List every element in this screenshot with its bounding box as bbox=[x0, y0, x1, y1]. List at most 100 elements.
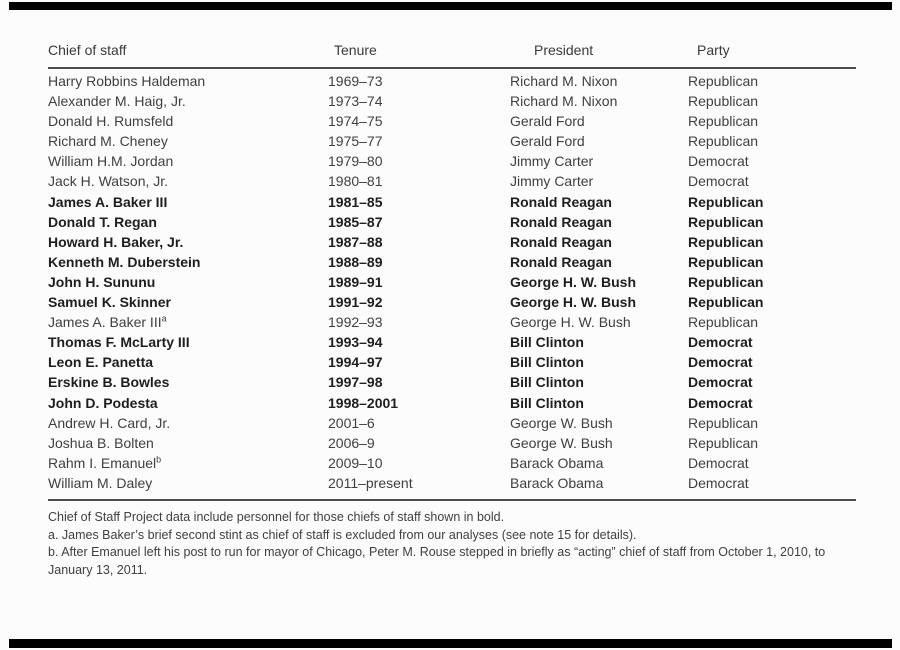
tenure-cell: 2009–10 bbox=[328, 454, 383, 471]
table-header-row: Chief of staff Tenure President Party bbox=[48, 40, 856, 60]
tenure-cell: 2001–6 bbox=[328, 414, 375, 431]
chief-name: William H.M. Jordan bbox=[48, 153, 174, 170]
bottom-black-bar bbox=[9, 639, 892, 648]
chief-of-staff-cell: Jack H. Watson, Jr. bbox=[48, 171, 328, 191]
party-cell: Republican bbox=[688, 193, 764, 210]
party-cell: Democrat bbox=[688, 374, 753, 391]
president-cell: Barack Obama bbox=[510, 474, 604, 491]
table-row: Leon E. Panetta 1994–97 Bill Clinton Dem… bbox=[48, 352, 856, 372]
chief-name: Donald T. Regan bbox=[48, 213, 157, 230]
president-cell: George H. W. Bush bbox=[510, 273, 637, 290]
chief-of-staff-cell: Andrew H. Card, Jr. bbox=[48, 413, 328, 433]
table-row: John H. Sununu 1989–91 George H. W. Bush… bbox=[48, 272, 856, 292]
chief-of-staff-cell: Richard M. Cheney bbox=[48, 131, 328, 151]
president-cell: George W. Bush bbox=[510, 434, 613, 451]
president-cell: George W. Bush bbox=[510, 414, 613, 431]
table-row: Rahm I. Emanuelb 2009–10 Barack Obama De… bbox=[48, 453, 856, 473]
tenure-cell: 1980–81 bbox=[328, 173, 383, 190]
tenure-cell: 1975–77 bbox=[328, 133, 383, 150]
chief-of-staff-cell: William H.M. Jordan bbox=[48, 151, 328, 171]
table-row: Richard M. Cheney 1975–77 Gerald Ford Re… bbox=[48, 131, 856, 151]
party-cell: Democrat bbox=[688, 454, 749, 471]
tenure-cell: 1992–93 bbox=[328, 314, 383, 331]
party-cell: Democrat bbox=[688, 334, 753, 351]
chief-name: John D. Podesta bbox=[48, 394, 158, 411]
tenure-cell: 1974–75 bbox=[328, 113, 383, 130]
chiefs-of-staff-table: Chief of staff Tenure President Party Ha… bbox=[48, 40, 856, 501]
column-header-chief-of-staff: Chief of staff bbox=[48, 42, 127, 58]
superscript-note-marker: b bbox=[156, 454, 162, 465]
party-cell: Republican bbox=[688, 73, 759, 89]
president-cell: Bill Clinton bbox=[510, 374, 584, 391]
chief-of-staff-cell: Erskine B. Bowles bbox=[48, 372, 328, 392]
president-cell: Gerald Ford bbox=[510, 113, 585, 130]
table-row: James A. Baker IIIa 1992–93 George H. W.… bbox=[48, 312, 856, 332]
president-cell: Ronald Reagan bbox=[510, 193, 612, 210]
president-cell: George H. W. Bush bbox=[510, 314, 631, 331]
party-cell: Democrat bbox=[688, 394, 753, 411]
table-row: Joshua B. Bolten 2006–9 George W. Bush R… bbox=[48, 433, 856, 453]
chief-name: Rahm I. Emanuel bbox=[48, 454, 157, 471]
president-cell: Gerald Ford bbox=[510, 133, 585, 150]
table-body: Harry Robbins Haldeman 1969–73 Richard M… bbox=[48, 71, 856, 493]
tenure-cell: 2006–9 bbox=[328, 434, 375, 451]
party-cell: Democrat bbox=[688, 153, 749, 170]
president-cell: Jimmy Carter bbox=[510, 153, 594, 170]
table-row: Harry Robbins Haldeman 1969–73 Richard M… bbox=[48, 71, 856, 91]
chief-of-staff-cell: Alexander M. Haig, Jr. bbox=[48, 91, 328, 111]
tenure-cell: 1998–2001 bbox=[328, 394, 399, 411]
chief-name: Richard M. Cheney bbox=[48, 133, 168, 150]
chief-name: Alexander M. Haig, Jr. bbox=[48, 93, 186, 110]
chief-name: Howard H. Baker, Jr. bbox=[48, 233, 184, 250]
tenure-cell: 1985–87 bbox=[328, 213, 383, 230]
chief-name: Donald H. Rumsfeld bbox=[48, 113, 174, 130]
column-header-tenure: Tenure bbox=[334, 42, 377, 58]
chief-of-staff-cell: Donald H. Rumsfeld bbox=[48, 111, 328, 131]
chief-of-staff-cell: Rahm I. Emanuelb bbox=[48, 453, 328, 473]
column-header-party: Party bbox=[697, 42, 730, 58]
party-cell: Republican bbox=[688, 273, 764, 290]
table-row: Erskine B. Bowles 1997–98 Bill Clinton D… bbox=[48, 372, 856, 392]
table-row: Donald T. Regan 1985–87 Ronald Reagan Re… bbox=[48, 212, 856, 232]
chief-name: Erskine B. Bowles bbox=[48, 374, 170, 391]
chief-name: Jack H. Watson, Jr. bbox=[48, 173, 169, 190]
party-cell: Republican bbox=[688, 314, 759, 331]
president-cell: Richard M. Nixon bbox=[510, 93, 618, 110]
party-cell: Democrat bbox=[688, 474, 749, 491]
table-row: Jack H. Watson, Jr. 1980–81 Jimmy Carter… bbox=[48, 171, 856, 191]
table-row: Samuel K. Skinner 1991–92 George H. W. B… bbox=[48, 292, 856, 312]
footnote-a: a. James Baker’s brief second stint as c… bbox=[48, 527, 637, 542]
chief-name: James A. Baker III bbox=[48, 314, 162, 331]
president-cell: Richard M. Nixon bbox=[510, 73, 618, 89]
tenure-cell: 1979–80 bbox=[328, 153, 383, 170]
tenure-cell: 1988–89 bbox=[328, 253, 383, 270]
president-cell: George H. W. Bush bbox=[510, 294, 637, 311]
chief-name: Joshua B. Bolten bbox=[48, 434, 154, 451]
president-cell: Ronald Reagan bbox=[510, 253, 612, 270]
tenure-cell: 1969–73 bbox=[328, 73, 383, 89]
table-row: William M. Daley 2011–present Barack Oba… bbox=[48, 473, 856, 493]
party-cell: Republican bbox=[688, 414, 759, 431]
chief-of-staff-cell: Samuel K. Skinner bbox=[48, 292, 328, 312]
header-divider-rule bbox=[48, 67, 856, 69]
party-cell: Republican bbox=[688, 133, 759, 150]
party-cell: Democrat bbox=[688, 173, 749, 190]
chief-of-staff-cell: Kenneth M. Duberstein bbox=[48, 252, 328, 272]
president-cell: Bill Clinton bbox=[510, 394, 584, 411]
president-cell: Ronald Reagan bbox=[510, 213, 612, 230]
chief-of-staff-cell: Joshua B. Bolten bbox=[48, 433, 328, 453]
tenure-cell: 2011–present bbox=[328, 474, 413, 491]
tenure-cell: 1991–92 bbox=[328, 294, 383, 311]
footnote-b: b. After Emanuel left his post to run fo… bbox=[48, 545, 826, 578]
table-row: William H.M. Jordan 1979–80 Jimmy Carter… bbox=[48, 151, 856, 171]
president-cell: Bill Clinton bbox=[510, 354, 584, 371]
tenure-cell: 1989–91 bbox=[328, 273, 383, 290]
chief-of-staff-cell: Harry Robbins Haldeman bbox=[48, 71, 328, 91]
chief-name: Kenneth M. Duberstein bbox=[48, 253, 201, 270]
tenure-cell: 1997–98 bbox=[328, 374, 383, 391]
tenure-cell: 1993–94 bbox=[328, 334, 383, 351]
party-cell: Republican bbox=[688, 213, 764, 230]
chief-name: Harry Robbins Haldeman bbox=[48, 73, 206, 89]
tenure-cell: 1987–88 bbox=[328, 233, 383, 250]
table-row: Donald H. Rumsfeld 1974–75 Gerald Ford R… bbox=[48, 111, 856, 131]
